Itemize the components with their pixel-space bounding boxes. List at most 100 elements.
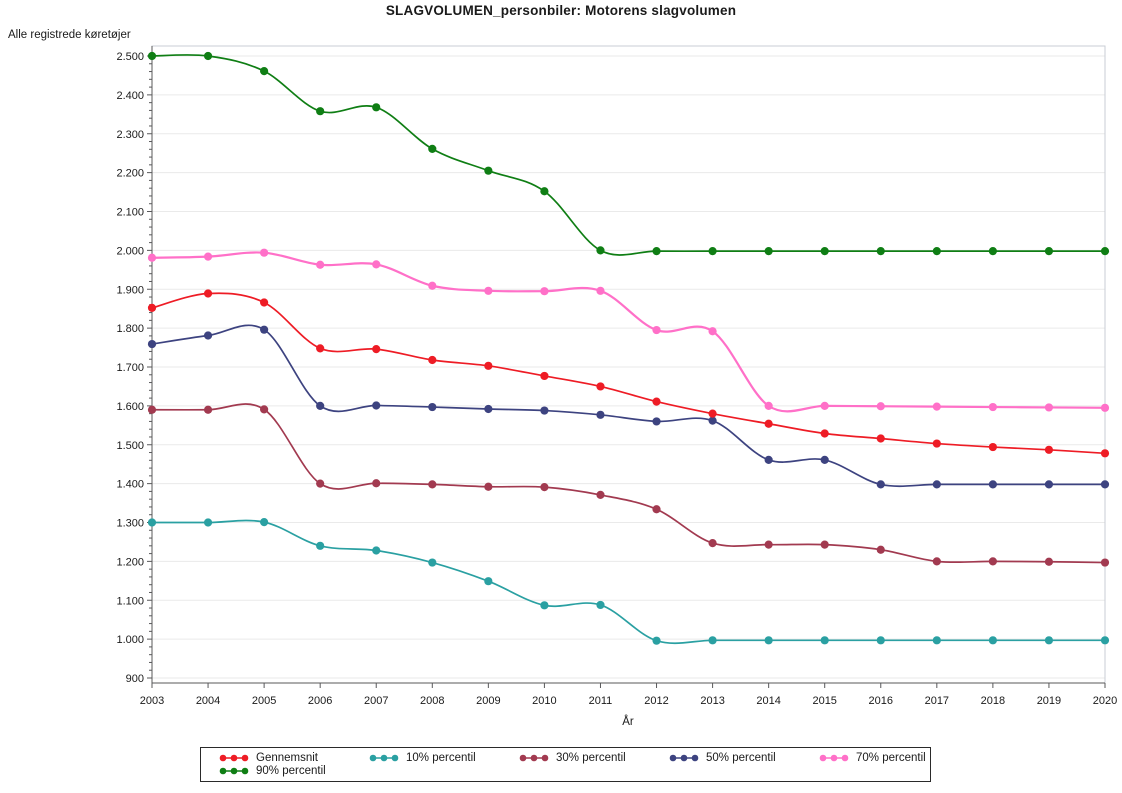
data-point-70-percentil (203, 252, 213, 261)
x-tick-label: 2018 (981, 695, 1005, 707)
data-point-70-percentil (820, 401, 829, 410)
data-point-gennemsnit (820, 429, 829, 438)
x-tick-label: 2008 (420, 695, 444, 707)
data-point-gennemsnit (932, 439, 941, 448)
data-point-10-percentil (540, 601, 549, 610)
legend-series-marker-icon (219, 767, 249, 775)
data-point-30-percentil (1100, 558, 1110, 567)
legend-item-gennemsnit: Gennemsnit (218, 752, 368, 764)
x-tick-label: 2005 (252, 695, 276, 707)
x-tick-label: 2012 (644, 695, 668, 707)
legend-label: 90% percentil (256, 765, 326, 777)
legend-row: 90% percentil (218, 765, 930, 777)
data-point-50-percentil (876, 480, 885, 489)
data-point-70-percentil (540, 287, 549, 296)
data-point-gennemsnit (428, 355, 437, 365)
data-point-10-percentil (932, 636, 941, 645)
data-point-30-percentil (316, 479, 325, 488)
data-point-gennemsnit (372, 345, 381, 354)
data-point-50-percentil (988, 480, 997, 489)
y-tick-label: 1.000 (116, 634, 144, 646)
data-point-30-percentil (988, 557, 997, 566)
y-tick-label: 1.500 (116, 440, 144, 452)
legend-item-50-percentil: 50% percentil (668, 752, 818, 764)
data-point-10-percentil (203, 518, 213, 527)
legend: Gennemsnit 10% percentil 30% percentil 50% … (200, 747, 931, 782)
data-point-50-percentil (147, 339, 157, 349)
legend-item-10-percentil: 10% percentil (368, 752, 518, 764)
data-point-gennemsnit (203, 289, 213, 298)
data-point-10-percentil (876, 636, 885, 645)
data-point-70-percentil (260, 248, 269, 257)
data-point-70-percentil (596, 286, 605, 295)
data-point-gennemsnit (260, 298, 269, 307)
series-line-10-percentil (151, 519, 1105, 645)
y-tick-label: 1.200 (116, 556, 144, 568)
data-point-10-percentil (652, 636, 661, 645)
data-point-30-percentil (708, 539, 717, 548)
data-point-90-percentil (1044, 247, 1054, 256)
data-point-90-percentil (1100, 247, 1110, 256)
plot-frame (151, 45, 1106, 684)
x-tick-label: 2004 (196, 695, 220, 707)
legend-label: 30% percentil (556, 752, 626, 764)
data-point-70-percentil (764, 401, 773, 410)
x-tick-label: 2019 (1037, 695, 1061, 707)
data-point-70-percentil (1100, 403, 1110, 412)
y-tick-label: 2.500 (116, 51, 144, 63)
data-point-30-percentil (260, 405, 269, 414)
y-tick-label: 2.100 (116, 207, 144, 219)
data-point-70-percentil (147, 253, 157, 262)
data-point-gennemsnit (316, 344, 325, 353)
data-point-90-percentil (260, 67, 269, 76)
data-point-10-percentil (1044, 636, 1054, 645)
data-point-30-percentil (147, 405, 157, 414)
data-point-30-percentil (596, 490, 605, 499)
legend-item-70-percentil: 70% percentil (818, 752, 968, 764)
data-point-90-percentil (708, 247, 717, 256)
x-tick-label: 2013 (700, 695, 724, 707)
legend-series-marker-icon (519, 754, 549, 762)
y-tick-label: 1.900 (116, 284, 144, 296)
data-point-30-percentil (932, 557, 941, 566)
data-point-90-percentil (876, 247, 885, 256)
data-point-30-percentil (876, 545, 885, 554)
data-point-50-percentil (260, 325, 269, 334)
data-point-70-percentil (428, 281, 437, 290)
data-point-50-percentil (820, 455, 829, 465)
data-point-gennemsnit (1044, 445, 1054, 454)
legend-label: Gennemsnit (256, 752, 319, 764)
y-tick-label: 1.100 (116, 595, 144, 607)
data-point-30-percentil (372, 479, 381, 488)
data-point-70-percentil (708, 327, 717, 336)
y-tick-label: 2.200 (116, 168, 144, 180)
data-point-gennemsnit (596, 382, 605, 391)
data-point-gennemsnit (652, 397, 661, 406)
data-point-30-percentil (484, 482, 493, 491)
data-point-10-percentil (820, 636, 829, 645)
data-point-90-percentil (484, 166, 493, 175)
y-tick-label: 1.800 (116, 323, 144, 335)
data-point-70-percentil (652, 325, 661, 335)
data-point-gennemsnit (484, 361, 493, 370)
y-axis-top-label: Alle registrede køretøjer (8, 29, 131, 41)
data-point-90-percentil (316, 107, 325, 116)
y-tick-label: 2.300 (116, 129, 144, 141)
x-axis-title: År (622, 716, 634, 728)
legend-series-marker-icon (369, 754, 399, 762)
data-point-70-percentil (876, 402, 885, 411)
legend-item-90-percentil: 90% percentil (218, 765, 368, 777)
legend-label: 70% percentil (856, 752, 926, 764)
data-point-90-percentil (596, 246, 605, 255)
plot-area: 2.500 2.400 2.300 2.200 2.100 2.000 1.900 1.800… (116, 45, 1117, 707)
data-point-50-percentil (764, 455, 773, 465)
data-point-50-percentil (708, 416, 717, 425)
data-point-50-percentil (1044, 480, 1054, 489)
x-tick-label: 2017 (925, 695, 949, 707)
data-point-90-percentil (988, 247, 997, 256)
data-point-gennemsnit (540, 371, 549, 381)
data-point-gennemsnit (147, 303, 157, 313)
data-point-30-percentil (203, 405, 213, 414)
x-tick-label: 2020 (1093, 695, 1117, 707)
data-point-90-percentil (932, 247, 941, 256)
